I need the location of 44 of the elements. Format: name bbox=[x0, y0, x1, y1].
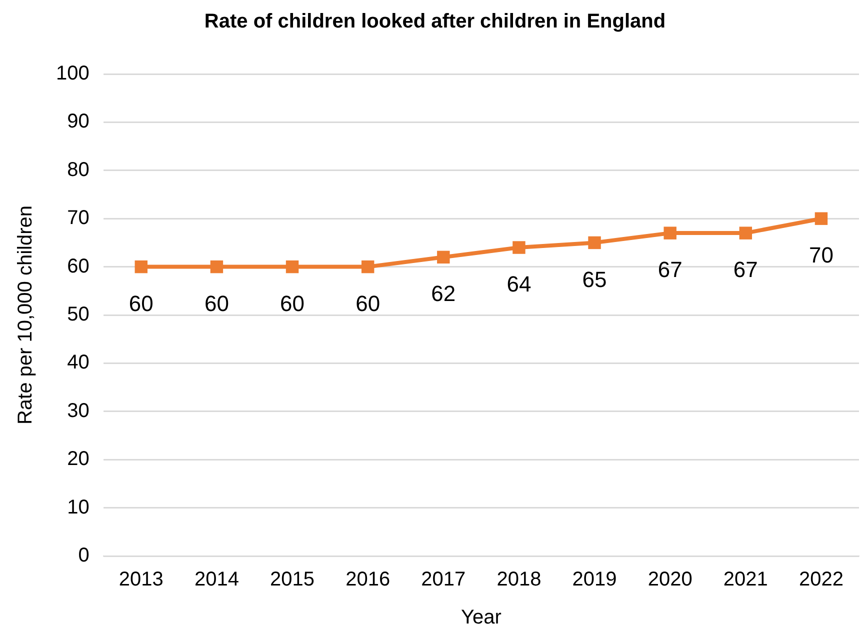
y-tick-label: 20 bbox=[67, 448, 90, 470]
y-tick-label: 100 bbox=[56, 62, 90, 85]
data-label: 60 bbox=[128, 290, 154, 316]
chart-title: Rate of children looked after children in England bbox=[204, 10, 666, 33]
y-tick-label: 10 bbox=[67, 496, 90, 518]
x-tick-label: 2014 bbox=[194, 568, 239, 591]
y-tick-label: 40 bbox=[67, 352, 90, 374]
point bbox=[664, 226, 676, 240]
point bbox=[588, 236, 601, 250]
x-tick-label: 2020 bbox=[648, 568, 692, 591]
data-label: 64 bbox=[506, 272, 532, 297]
x-tick-label: 2015 bbox=[270, 568, 315, 591]
data-label: 60 bbox=[356, 290, 380, 316]
x-axis-title: Year bbox=[460, 606, 502, 629]
y-axis-title: Rate per 10,000 children bbox=[14, 205, 37, 425]
x-tick-label: 2018 bbox=[496, 568, 542, 591]
y-tick-label: 60 bbox=[67, 255, 90, 278]
point bbox=[814, 212, 828, 225]
y-tick-label: 70 bbox=[67, 207, 90, 230]
point bbox=[210, 260, 224, 274]
x-tick-label: 2013 bbox=[118, 568, 164, 591]
y-tick-label: 50 bbox=[67, 304, 90, 326]
data-label: 65 bbox=[582, 266, 607, 292]
y-tick-label: 0 bbox=[78, 544, 90, 567]
data-label: 70 bbox=[808, 242, 834, 268]
point bbox=[437, 250, 450, 264]
x-tick-label: 2021 bbox=[723, 568, 768, 591]
point bbox=[361, 260, 374, 274]
data-label: 67 bbox=[658, 257, 682, 282]
data-label: 60 bbox=[204, 290, 229, 316]
point bbox=[512, 241, 526, 254]
y-tick-label: 90 bbox=[67, 110, 90, 133]
data-label: 67 bbox=[733, 257, 758, 282]
data-label: 62 bbox=[431, 281, 456, 306]
x-tick-label: 2022 bbox=[798, 568, 844, 591]
data-label: 60 bbox=[280, 290, 305, 316]
x-tick-label: 2019 bbox=[572, 568, 617, 591]
point bbox=[286, 260, 299, 274]
point bbox=[134, 260, 148, 274]
y-tick-label: 30 bbox=[67, 400, 90, 422]
point bbox=[739, 226, 752, 240]
x-tick-label: 2017 bbox=[421, 568, 466, 591]
y-tick-label: 80 bbox=[67, 158, 90, 181]
x-tick-label: 2016 bbox=[346, 568, 390, 591]
